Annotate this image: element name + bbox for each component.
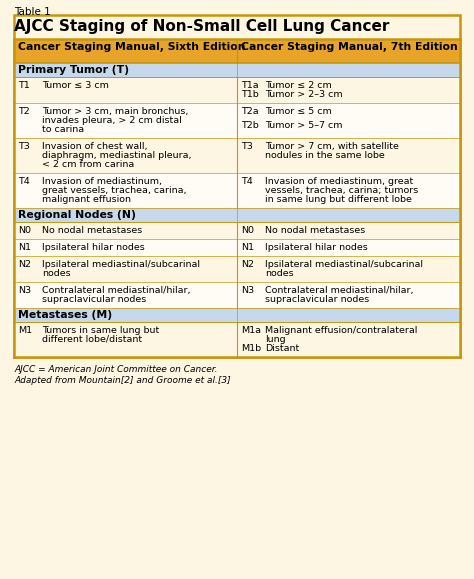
FancyBboxPatch shape (14, 222, 460, 239)
Text: Adapted from Mountain[2] and Groome et al.[3]: Adapted from Mountain[2] and Groome et a… (14, 376, 231, 385)
Text: Table 1: Table 1 (14, 7, 51, 17)
FancyBboxPatch shape (237, 39, 460, 63)
FancyBboxPatch shape (14, 173, 460, 208)
Text: M1: M1 (18, 326, 32, 335)
Text: Cancer Staging Manual, Sixth Edition: Cancer Staging Manual, Sixth Edition (18, 42, 246, 52)
Text: M1b: M1b (241, 344, 261, 353)
Text: Tumor > 7 cm, with satellite: Tumor > 7 cm, with satellite (265, 142, 399, 151)
Text: Invasion of mediastinum, great: Invasion of mediastinum, great (265, 177, 413, 186)
Text: Ipsilateral mediastinal/subcarinal: Ipsilateral mediastinal/subcarinal (265, 260, 423, 269)
Text: T1b: T1b (241, 90, 259, 99)
Text: Ipsilateral hilar nodes: Ipsilateral hilar nodes (42, 243, 145, 252)
FancyBboxPatch shape (14, 63, 460, 77)
Text: N3: N3 (241, 286, 254, 295)
FancyBboxPatch shape (14, 103, 460, 138)
Text: Contralateral mediastinal/hilar,: Contralateral mediastinal/hilar, (42, 286, 191, 295)
Text: Metastases (M): Metastases (M) (18, 310, 112, 320)
Text: N3: N3 (18, 286, 31, 295)
Text: diaphragm, mediastinal pleura,: diaphragm, mediastinal pleura, (42, 151, 191, 160)
Text: nodes: nodes (42, 269, 71, 278)
FancyBboxPatch shape (14, 77, 460, 103)
FancyBboxPatch shape (14, 308, 460, 322)
Text: malignant effusion: malignant effusion (42, 195, 131, 204)
Text: < 2 cm from carina: < 2 cm from carina (42, 160, 134, 169)
Text: T2b: T2b (241, 122, 259, 130)
Text: N0: N0 (18, 226, 31, 235)
Text: M1a: M1a (241, 326, 261, 335)
Text: lung: lung (265, 335, 286, 344)
FancyBboxPatch shape (14, 282, 460, 308)
Text: T2: T2 (18, 107, 30, 116)
Text: T1: T1 (18, 81, 30, 90)
FancyBboxPatch shape (14, 208, 460, 222)
Text: N1: N1 (241, 243, 254, 252)
Text: to carina: to carina (42, 125, 84, 134)
Text: T2a: T2a (241, 107, 259, 116)
Text: N2: N2 (241, 260, 254, 269)
Text: T1a: T1a (241, 81, 259, 90)
FancyBboxPatch shape (14, 39, 237, 63)
Text: AJCC Staging of Non-Small Cell Lung Cancer: AJCC Staging of Non-Small Cell Lung Canc… (14, 19, 389, 34)
Text: Regional Nodes (N): Regional Nodes (N) (18, 210, 136, 220)
Text: vessels, trachea, carina; tumors: vessels, trachea, carina; tumors (265, 186, 418, 195)
Text: Tumors in same lung but: Tumors in same lung but (42, 326, 159, 335)
Text: invades pleura, > 2 cm distal: invades pleura, > 2 cm distal (42, 116, 182, 125)
Text: nodules in the same lobe: nodules in the same lobe (265, 151, 385, 160)
Text: Tumor ≤ 5 cm: Tumor ≤ 5 cm (265, 107, 332, 116)
FancyBboxPatch shape (14, 256, 460, 282)
Text: Cancer Staging Manual, 7th Edition: Cancer Staging Manual, 7th Edition (241, 42, 458, 52)
FancyBboxPatch shape (14, 239, 460, 256)
Text: great vessels, trachea, carina,: great vessels, trachea, carina, (42, 186, 186, 195)
Text: Tumor ≤ 3 cm: Tumor ≤ 3 cm (42, 81, 109, 90)
FancyBboxPatch shape (14, 15, 460, 357)
Text: T3: T3 (241, 142, 253, 151)
FancyBboxPatch shape (14, 322, 460, 357)
Text: N1: N1 (18, 243, 31, 252)
Text: No nodal metastases: No nodal metastases (42, 226, 142, 235)
Text: Distant: Distant (265, 344, 299, 353)
Text: Primary Tumor (T): Primary Tumor (T) (18, 65, 129, 75)
Text: Contralateral mediastinal/hilar,: Contralateral mediastinal/hilar, (265, 286, 413, 295)
Text: nodes: nodes (265, 269, 293, 278)
Text: N0: N0 (241, 226, 254, 235)
Text: Tumor > 2–3 cm: Tumor > 2–3 cm (265, 90, 343, 99)
Text: Invasion of chest wall,: Invasion of chest wall, (42, 142, 147, 151)
Text: Invasion of mediastinum,: Invasion of mediastinum, (42, 177, 162, 186)
Text: Malignant effusion/contralateral: Malignant effusion/contralateral (265, 326, 418, 335)
Text: T4: T4 (18, 177, 30, 186)
Text: supraclavicular nodes: supraclavicular nodes (42, 295, 146, 304)
Text: Tumor > 3 cm, main bronchus,: Tumor > 3 cm, main bronchus, (42, 107, 188, 116)
Text: supraclavicular nodes: supraclavicular nodes (265, 295, 369, 304)
Text: Ipsilateral mediastinal/subcarinal: Ipsilateral mediastinal/subcarinal (42, 260, 200, 269)
Text: T4: T4 (241, 177, 253, 186)
Text: Tumor > 5–7 cm: Tumor > 5–7 cm (265, 122, 343, 130)
Text: No nodal metastases: No nodal metastases (265, 226, 365, 235)
Text: in same lung but different lobe: in same lung but different lobe (265, 195, 412, 204)
FancyBboxPatch shape (14, 138, 460, 173)
Text: Tumor ≤ 2 cm: Tumor ≤ 2 cm (265, 81, 332, 90)
Text: AJCC = American Joint Committee on Cancer.: AJCC = American Joint Committee on Cance… (14, 365, 218, 374)
Text: different lobe/distant: different lobe/distant (42, 335, 142, 344)
Text: Ipsilateral hilar nodes: Ipsilateral hilar nodes (265, 243, 368, 252)
Text: T3: T3 (18, 142, 30, 151)
Text: N2: N2 (18, 260, 31, 269)
